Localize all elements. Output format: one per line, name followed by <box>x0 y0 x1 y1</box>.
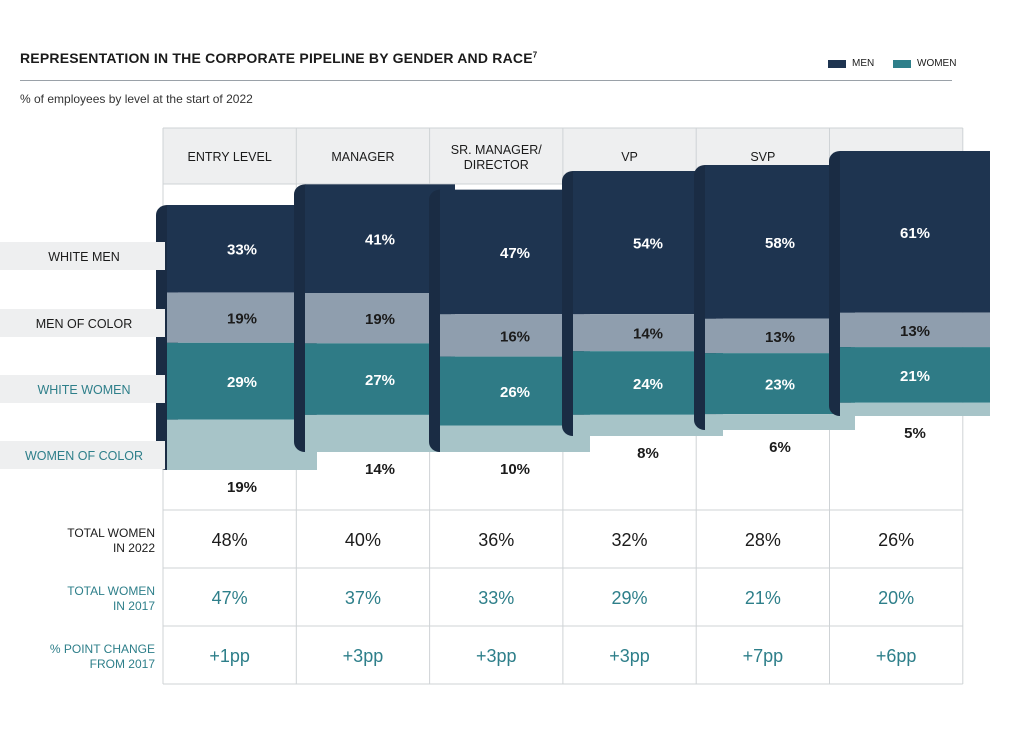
legend-men: MEN <box>828 58 874 69</box>
category-tab-0 <box>0 242 165 270</box>
level-header-1: MANAGER <box>331 150 394 164</box>
data-label-2-1: 16% <box>500 328 530 345</box>
bar-segment-0-3 <box>167 419 317 470</box>
bar-segment-3-3 <box>573 414 723 436</box>
row-value-2-1: +3pp <box>343 646 384 666</box>
legend-men-label: MEN <box>852 58 875 69</box>
row-value-2-0: +1pp <box>209 646 250 666</box>
row-value-0-5: 26% <box>878 530 914 550</box>
row-value-0-0: 48% <box>212 530 248 550</box>
category-label-1: MEN OF COLOR <box>36 317 133 331</box>
data-label-2-2: 26% <box>500 384 530 401</box>
category-tab-3 <box>0 441 165 469</box>
category-tab-1 <box>0 309 165 337</box>
data-label-5-3: 5% <box>904 425 926 442</box>
legend-men-swatch <box>828 59 846 68</box>
data-label-5-2: 21% <box>900 368 930 385</box>
row-value-0-3: 32% <box>612 530 648 550</box>
row-value-2-3: +3pp <box>609 646 650 666</box>
data-label-3-1: 14% <box>633 326 663 343</box>
data-label-3-0: 54% <box>633 236 663 253</box>
row-value-0-2: 36% <box>478 530 514 550</box>
data-label-1-0: 41% <box>365 232 395 249</box>
bar-segment-0-0 <box>167 205 317 293</box>
bar-segment-5-3 <box>840 402 990 416</box>
chart-subtitle: % of employees by level at the start of … <box>20 92 253 106</box>
level-header-2: SR. MANAGER/DIRECTOR <box>451 143 543 172</box>
row-value-1-0: 47% <box>212 588 248 608</box>
level-header-0: ENTRY LEVEL <box>187 150 271 164</box>
row-value-1-4: 21% <box>745 588 781 608</box>
bar-segment-0-1 <box>167 292 317 343</box>
row-value-1-3: 29% <box>612 588 648 608</box>
row-value-0-1: 40% <box>345 530 381 550</box>
row-label-1: TOTAL WOMEN IN 2017 <box>67 584 155 613</box>
data-label-0-2: 29% <box>227 374 257 391</box>
row-value-2-2: +3pp <box>476 646 517 666</box>
data-label-1-2: 27% <box>365 372 395 389</box>
data-label-3-2: 24% <box>633 376 663 393</box>
data-label-4-2: 23% <box>765 377 795 394</box>
row-value-1-5: 20% <box>878 588 914 608</box>
row-value-1-2: 33% <box>478 588 514 608</box>
bar-segment-5-0 <box>840 151 990 313</box>
data-label-4-0: 58% <box>765 235 795 252</box>
level-header-4: SVP <box>750 150 775 164</box>
title-footnote: 7 <box>532 50 538 60</box>
cylinder-front-5 <box>990 151 1006 416</box>
legend-women-label: WOMEN <box>917 58 957 69</box>
bar-segment-5-1 <box>840 312 990 348</box>
data-label-1-1: 19% <box>365 311 395 328</box>
level-header-3: VP <box>621 150 638 164</box>
data-label-2-3: 10% <box>500 461 530 478</box>
category-label-0: WHITE MEN <box>48 250 120 264</box>
data-label-5-1: 13% <box>900 323 930 340</box>
data-label-0-1: 19% <box>227 311 257 328</box>
data-label-0-3: 19% <box>227 479 257 496</box>
row-label-0: TOTAL WOMEN IN 2022 <box>67 526 155 555</box>
bar-segment-5-2 <box>840 347 990 403</box>
legend-women: WOMEN <box>893 58 956 69</box>
data-label-4-1: 13% <box>765 329 795 346</box>
legend-women-swatch <box>893 59 911 68</box>
bar-segment-0-2 <box>167 342 317 420</box>
data-label-1-3: 14% <box>365 461 395 478</box>
data-label-0-0: 33% <box>227 242 257 259</box>
bar-segment-4-3 <box>705 414 855 430</box>
chart-title: REPRESENTATION IN THE CORPORATE PIPELINE… <box>20 50 537 66</box>
row-label-2: % POINT CHANGE FROM 2017 <box>50 642 155 671</box>
data-label-5-0: 61% <box>900 225 930 242</box>
data-label-4-3: 6% <box>769 439 791 456</box>
data-label-2-0: 47% <box>500 245 530 262</box>
category-label-2: WHITE WOMEN <box>37 383 130 397</box>
chart-title-text: REPRESENTATION IN THE CORPORATE PIPELINE… <box>20 50 533 66</box>
title-rule <box>20 80 952 81</box>
row-value-2-4: +7pp <box>743 646 784 666</box>
row-value-1-1: 37% <box>345 588 381 608</box>
data-label-3-3: 8% <box>637 445 659 462</box>
row-value-2-5: +6pp <box>876 646 917 666</box>
category-label-3: WOMEN OF COLOR <box>25 449 143 463</box>
row-value-0-4: 28% <box>745 530 781 550</box>
category-tab-2 <box>0 375 165 403</box>
